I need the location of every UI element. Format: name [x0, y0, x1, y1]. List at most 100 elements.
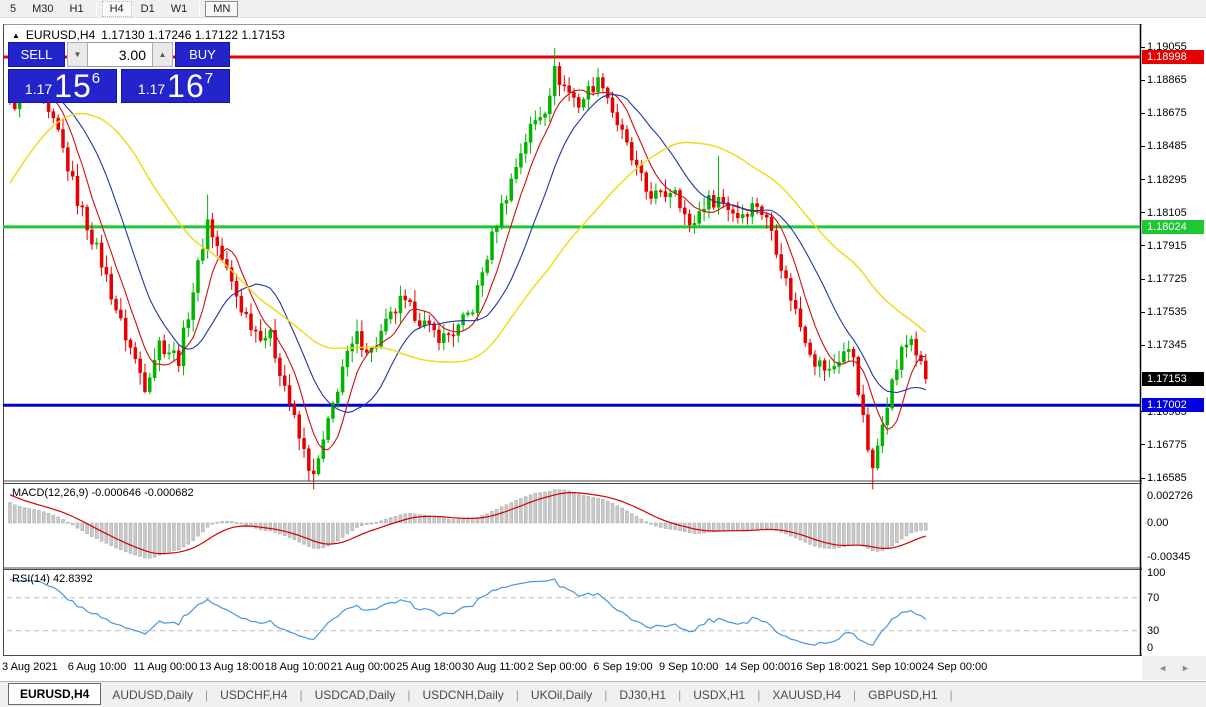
price-axis-tick [1141, 145, 1145, 147]
one-click-trade-panel: SELL ▼ 3.00 ▲ BUY 1.17 15 6 1.17 16 7 [8, 42, 230, 103]
chart-symbol-label: EURUSD,H4 [25, 28, 96, 42]
date-axis-label: 13 Aug 18:00 [199, 661, 264, 673]
collapse-icon[interactable]: ▲ [12, 30, 20, 40]
tab-usdchf-h4[interactable]: USDCHF,H4 [220, 687, 288, 702]
tab-separator: | [407, 687, 411, 702]
tab-usdcnh-daily[interactable]: USDCNH,Daily [422, 687, 504, 702]
macd-axis-label: 0.00 [1147, 517, 1169, 529]
ma-slow-line [9, 112, 927, 363]
timeframe-button-w1[interactable]: W1 [170, 2, 188, 15]
price-axis-label: 1.16585 [1147, 472, 1187, 484]
candlestick-series [8, 47, 928, 490]
tab-xauusd-h4[interactable]: XAUUSD,H4 [772, 687, 842, 702]
tab-separator: | [678, 687, 682, 702]
timeframe-button-mn[interactable]: MN [205, 0, 239, 17]
symbol-tab-bar: EURUSD,H4 AUDUSD,Daily | USDCHF,H4 | USDCAD,D… [0, 681, 1206, 707]
price-axis-label: 1.18105 [1147, 206, 1187, 219]
price-axis-tick [1141, 212, 1145, 214]
timeframe-button-h1[interactable]: H1 [69, 2, 84, 15]
chevron-down-icon: ▼ [73, 50, 82, 59]
price-axis-label: 1.16775 [1147, 438, 1187, 451]
price-axis-tick [1141, 278, 1145, 280]
date-axis: ◄ ► 3 Aug 2021 6 Aug 10:00 11 Aug 00:00 13 … [0, 656, 1206, 680]
tab-dj30-h1[interactable]: DJ30,H1 [619, 687, 667, 702]
volume-increase-button[interactable]: ▲ [152, 42, 173, 67]
tab-gbpusd-h1[interactable]: GBPUSD,H1 [868, 687, 938, 702]
tab-separator: | [757, 687, 761, 702]
price-axis-label: 1.18485 [1147, 140, 1187, 153]
price-axis-tick [1141, 245, 1145, 247]
buy-price-display[interactable]: 1.17 16 7 [121, 69, 230, 103]
price-badge-1.18024: 1.18024 [1142, 219, 1204, 234]
volume-input[interactable]: 3.00 [88, 42, 152, 67]
scroll-left-icon[interactable]: ◄ [1158, 663, 1167, 673]
price-axis-tick [1141, 179, 1145, 181]
volume-spinner: ▼ 3.00 ▲ [67, 42, 173, 67]
buy-button[interactable]: BUY [175, 42, 230, 67]
price-axis-label: 1.17725 [1147, 273, 1187, 286]
chart-scroll-controls: ◄ ► [1142, 656, 1206, 680]
date-axis-label: 25 Aug 18:00 [396, 661, 462, 673]
price-axis: 1.19055 1.18865 1.18675 1.18485 1.18295 1.181… [1141, 18, 1206, 707]
volume-decrease-button[interactable]: ▼ [67, 42, 88, 67]
timeframe-button-d1[interactable]: D1 [140, 2, 155, 15]
buy-price-prefix: 1.17 [137, 81, 166, 97]
price-chart-svg[interactable] [3, 24, 1142, 656]
date-axis-label: 6 Sep 19:00 [593, 661, 653, 673]
date-axis-label: 6 Aug 10:00 [67, 661, 127, 673]
rsi-axis-label: 70 [1147, 591, 1160, 604]
sell-button[interactable]: SELL [8, 42, 65, 67]
price-axis-tick [1141, 477, 1145, 479]
timeframe-button-m30[interactable]: M30 [32, 2, 54, 15]
macd-histogram [8, 489, 928, 559]
rsi-axis-label: 0 [1147, 642, 1154, 654]
tab-separator: | [299, 687, 303, 702]
price-badge-1.17153: 1.17153 [1142, 371, 1204, 386]
tab-separator: | [604, 687, 608, 702]
toolbar-separator [95, 1, 97, 16]
rsi-label: RSI(14) 42.8392 [12, 573, 93, 585]
tab-separator: | [853, 687, 857, 702]
price-badge-1.17002: 1.17002 [1142, 398, 1204, 413]
price-axis-tick [1141, 112, 1145, 114]
chart-window: ▲ EURUSD,H4 1.17130 1.17246 1.17122 1.17… [0, 18, 1206, 707]
price-axis-tick [1141, 311, 1145, 313]
price-axis-tick [1141, 444, 1145, 446]
ma-mid-line [9, 74, 926, 413]
date-axis-label: 21 Aug 00:00 [330, 661, 396, 673]
date-axis-label: 21 Sep 10:00 [856, 661, 922, 673]
sell-price-big: 15 [54, 68, 92, 104]
macd-signal-line [9, 492, 926, 555]
date-axis-label: 16 Sep 18:00 [790, 661, 856, 673]
tab-usdx-h1[interactable]: USDX,H1 [693, 687, 746, 702]
rsi-line [9, 578, 927, 646]
tab-ukoil-daily[interactable]: UKOil,Daily [530, 687, 593, 702]
rsi-axis-label: 100 [1147, 567, 1166, 579]
price-axis-label: 1.17535 [1147, 306, 1187, 319]
timeframe-button-h4[interactable]: H4 [101, 0, 132, 17]
tab-separator: | [205, 687, 209, 702]
scroll-right-icon[interactable]: ► [1181, 663, 1190, 673]
tab-audusd-daily[interactable]: AUDUSD,Daily [112, 687, 194, 702]
tab-eurusd-h4[interactable]: EURUSD,H4 [8, 682, 102, 705]
chart-ohlc-values: 1.17130 1.17246 1.17122 1.17153 [101, 28, 285, 42]
date-axis-label: 2 Sep 00:00 [527, 661, 587, 673]
chevron-up-icon: ▲ [158, 50, 167, 59]
tab-separator: | [949, 687, 953, 702]
date-axis-label: 3 Aug 2021 [2, 661, 58, 673]
price-axis-tick [1141, 46, 1145, 48]
date-axis-label: 9 Sep 10:00 [659, 661, 719, 673]
rsi-axis-label: 30 [1147, 624, 1160, 637]
sell-price-sup: 6 [91, 70, 101, 87]
timeframe-toolbar: 5 M30 H1 H4 D1 W1 MN [0, 0, 1206, 18]
sell-price-prefix: 1.17 [24, 81, 53, 97]
price-axis-label: 1.17345 [1147, 339, 1187, 352]
tab-usdcad-daily[interactable]: USDCAD,Daily [314, 687, 396, 702]
timeframe-button-5[interactable]: 5 [10, 2, 17, 15]
price-axis-tick [1141, 79, 1145, 81]
date-axis-label: 11 Aug 00:00 [133, 661, 198, 673]
date-axis-label: 18 Aug 10:00 [264, 661, 330, 673]
price-badge-1.18998: 1.18998 [1142, 49, 1204, 64]
sell-price-display[interactable]: 1.17 15 6 [8, 69, 117, 103]
toolbar-separator [199, 1, 201, 16]
